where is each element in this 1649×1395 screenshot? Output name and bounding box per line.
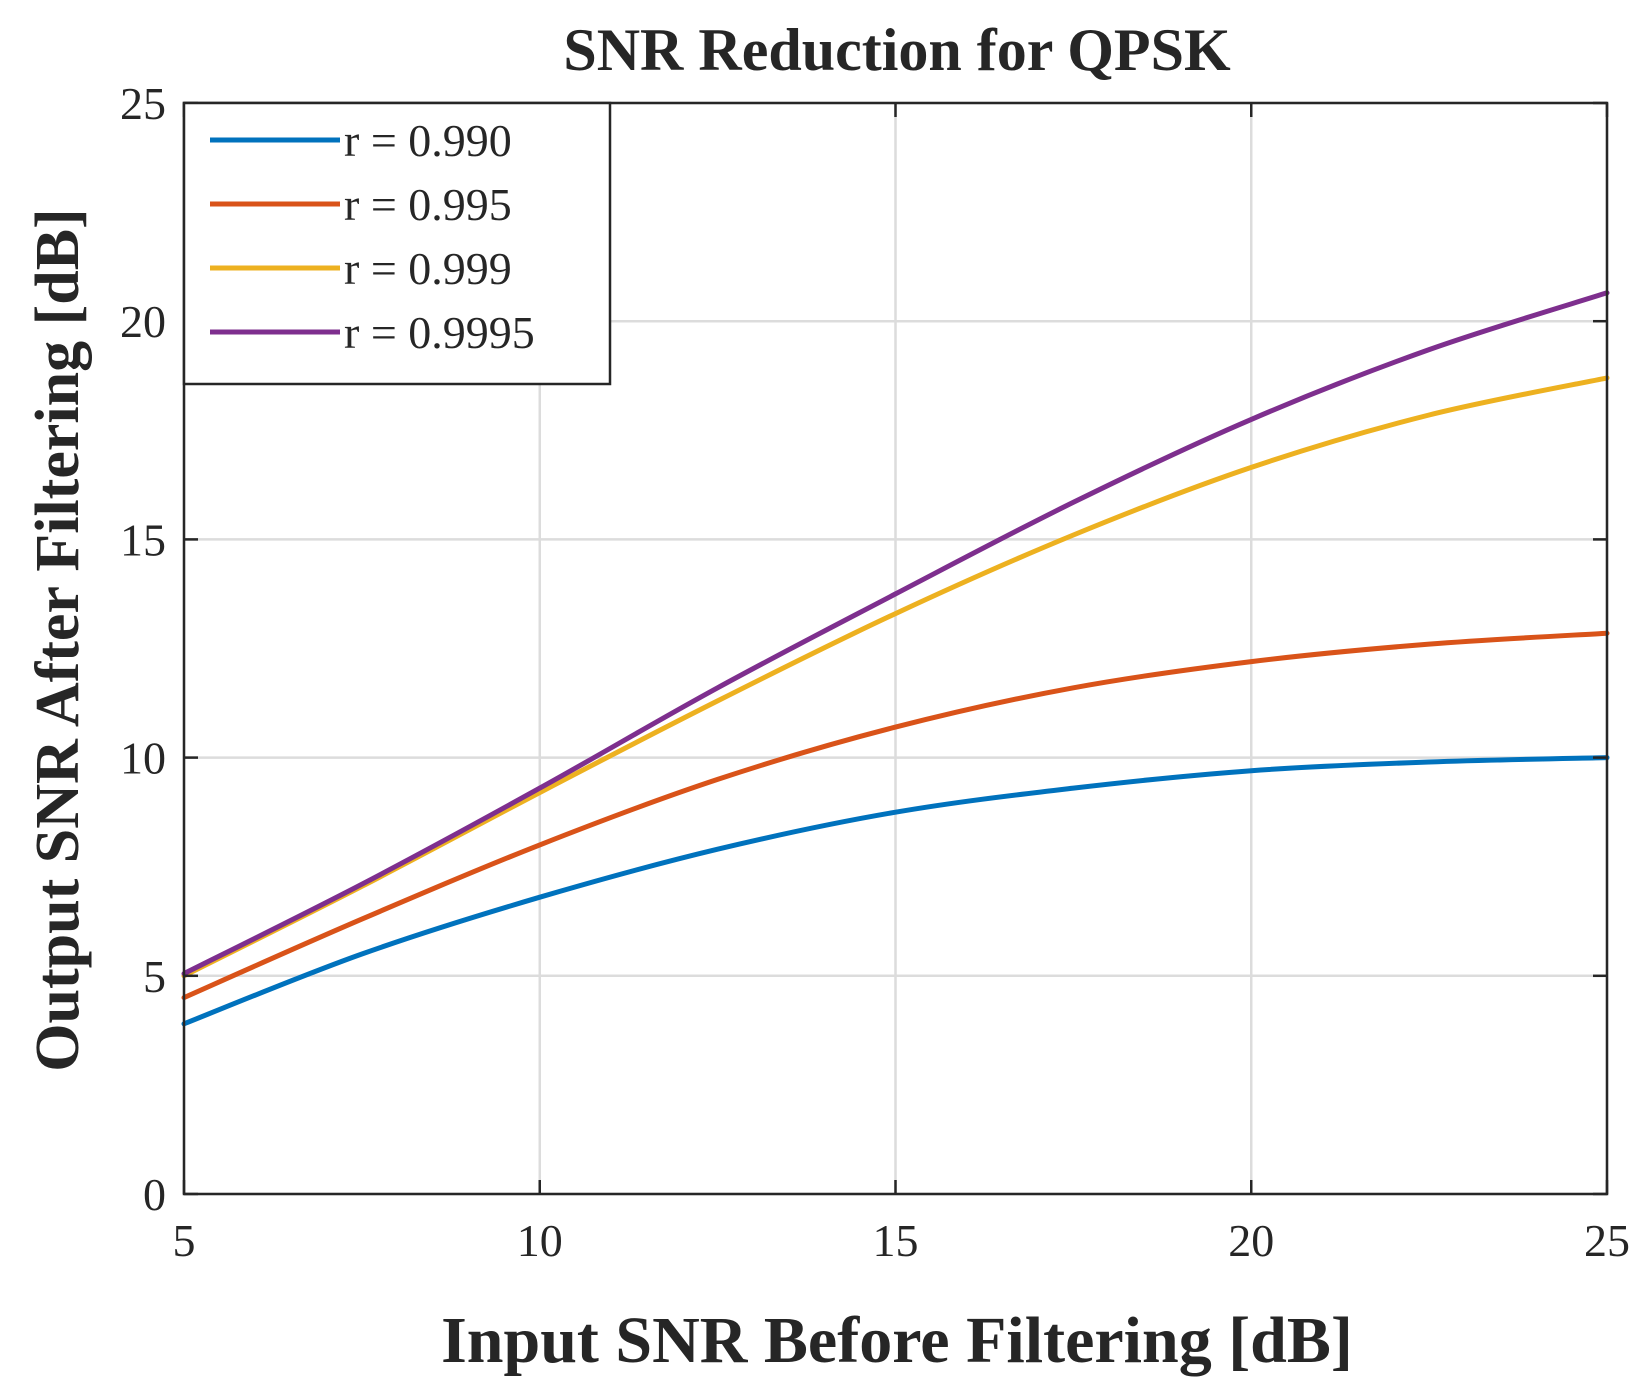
series-line-1: [181, 755, 1610, 1027]
x-tick-label: 25: [1584, 1215, 1630, 1266]
series-line-2: [181, 630, 1610, 1001]
legend-label-3: r = 0.999: [344, 243, 512, 294]
y-tick-label: 20: [120, 296, 166, 347]
series-lines: [181, 290, 1610, 1027]
x-tick-label: 15: [873, 1215, 919, 1266]
x-tick-label: 20: [1228, 1215, 1274, 1266]
x-tick-label: 5: [173, 1215, 196, 1266]
x-axis-label: Input SNR Before Filtering [dB]: [441, 1304, 1353, 1377]
legend-label-1: r = 0.990: [344, 115, 512, 166]
x-tick-label: 10: [517, 1215, 563, 1266]
legend-label-2: r = 0.995: [344, 179, 512, 230]
y-axis-label: Output SNR After Filtering [dB]: [24, 208, 92, 1071]
y-tick-label: 15: [120, 514, 166, 565]
legend-box: [182, 101, 612, 386]
y-tick-label: 25: [120, 78, 166, 129]
legend: r = 0.990 r = 0.995 r = 0.999 r = 0.9995: [182, 101, 612, 386]
chart-title: SNR Reduction for QPSK: [563, 17, 1231, 83]
y-tick-label: 0: [143, 1169, 166, 1220]
series-line-4: [181, 290, 1610, 977]
y-tick-label: 10: [120, 733, 166, 784]
y-tick-label: 5: [143, 951, 166, 1002]
legend-label-4: r = 0.9995: [344, 307, 535, 358]
